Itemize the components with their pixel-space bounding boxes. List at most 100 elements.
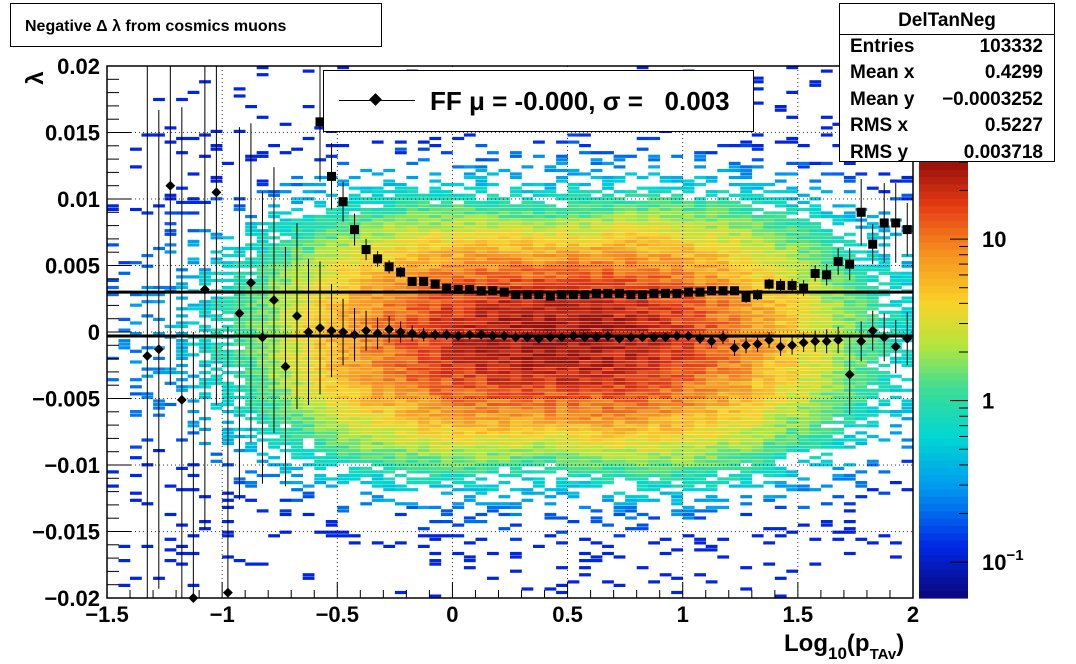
heatmap-cell: [625, 264, 637, 268]
heatmap-cell: [452, 317, 465, 321]
heatmap-cell: [648, 300, 660, 304]
heatmap-cell: [809, 229, 822, 233]
heatmap-cell: [291, 431, 303, 435]
heatmap-cell: [429, 484, 442, 488]
heatmap-cell: [728, 484, 741, 488]
heatmap-cell: [533, 420, 545, 424]
heatmap-cell: [521, 488, 534, 492]
heatmap-cell: [533, 481, 545, 485]
heatmap-cell: [567, 236, 580, 240]
heatmap-cell: [498, 342, 511, 346]
heatmap-cell: [533, 449, 545, 453]
heatmap-cell: [498, 371, 511, 375]
heatmap-cell: [763, 456, 776, 460]
heatmap-cell: [302, 456, 315, 460]
heatmap-cell: [521, 459, 534, 463]
heatmap-cell: [544, 459, 557, 463]
heatmap-cell: [820, 261, 833, 265]
heatmap-cell: [440, 271, 453, 275]
heatmap-cell: [694, 239, 706, 243]
heatmap-cell: [429, 268, 442, 272]
heatmap-cell: [797, 427, 810, 431]
heatmap-cell: [705, 498, 718, 502]
heatmap-cell: [556, 449, 568, 453]
heatmap-cell: [728, 371, 741, 375]
heatmap-cell: [590, 158, 603, 162]
heatmap-cell: [590, 254, 603, 258]
heatmap-cell: [809, 445, 822, 449]
heatmap-cell: [774, 363, 787, 368]
heatmap-cell: [487, 470, 499, 474]
heatmap-cell: [429, 218, 442, 222]
heatmap-cell: [440, 246, 453, 251]
heatmap-cell: [648, 434, 660, 439]
heatmap-cell: [590, 541, 603, 545]
heatmap-cell: [429, 431, 442, 435]
heatmap-cell: [544, 395, 557, 399]
heatmap-cell: [475, 246, 488, 251]
heatmap-cell: [429, 275, 442, 279]
heatmap-cell: [394, 424, 407, 428]
heatmap-cell: [417, 243, 430, 247]
heatmap-cell: [337, 293, 350, 297]
heatmap-cell: [394, 541, 407, 545]
heatmap-cell: [590, 346, 603, 350]
heatmap-cell: [164, 402, 177, 407]
heatmap-cell: [475, 179, 488, 183]
heatmap-cell: [602, 215, 614, 219]
heatmap-cell: [463, 257, 476, 261]
heatmap-cell: [602, 349, 614, 353]
heatmap-cell: [567, 190, 580, 194]
heatmap-cell: [533, 225, 545, 229]
heatmap-cell: [820, 406, 833, 410]
heatmap-cell: [636, 388, 649, 392]
heatmap-cell: [671, 257, 683, 261]
heatmap-cell: [475, 165, 488, 169]
heatmap-cell: [659, 200, 672, 204]
heatmap-cell: [567, 257, 580, 261]
heatmap-cell: [763, 374, 776, 378]
heatmap-cell: [406, 307, 419, 311]
heatmap-cell: [763, 466, 776, 470]
heatmap-cell: [625, 307, 637, 311]
heatmap-cell: [820, 441, 833, 446]
heatmap-cell: [682, 271, 695, 275]
heatmap-cell: [832, 392, 845, 396]
heatmap-cell: [717, 204, 730, 208]
heatmap-cell: [487, 158, 499, 162]
heatmap-cell: [463, 445, 476, 449]
heatmap-cell: [371, 399, 384, 403]
heatmap-cell: [797, 239, 810, 243]
heatmap-cell: [222, 307, 234, 311]
heatmap-cell: [774, 222, 787, 226]
heatmap-cell: [636, 324, 649, 329]
heatmap-cell: [544, 346, 557, 350]
heatmap-cell: [417, 395, 430, 399]
heatmap-cell: [510, 452, 522, 456]
heatmap-cell: [498, 378, 511, 382]
heatmap-cell: [487, 431, 499, 435]
heatmap-cell: [625, 261, 637, 265]
heatmap-cell: [544, 360, 557, 364]
heatmap-cell: [394, 254, 407, 258]
heatmap-cell: [544, 225, 557, 229]
heatmap-cell: [463, 317, 476, 321]
heatmap-cell: [567, 324, 580, 329]
heatmap-cell: [705, 222, 718, 226]
heatmap-cell: [406, 186, 419, 190]
heatmap-cell: [556, 268, 568, 272]
heatmap-cell: [371, 452, 384, 456]
heatmap-cell: [130, 332, 142, 336]
heatmap-cell: [245, 562, 257, 566]
heatmap-cell: [740, 466, 753, 470]
heatmap-cell: [475, 417, 488, 421]
heatmap-cell: [498, 317, 511, 321]
heatmap-cell: [348, 399, 361, 403]
heatmap-cell: [809, 296, 822, 300]
heatmap-cell: [452, 254, 465, 258]
heatmap-cell: [843, 218, 856, 222]
heatmap-cell: [521, 215, 534, 219]
heatmap-cell: [417, 236, 430, 240]
heatmap-cell: [130, 410, 142, 414]
heatmap-cell: [602, 449, 614, 453]
